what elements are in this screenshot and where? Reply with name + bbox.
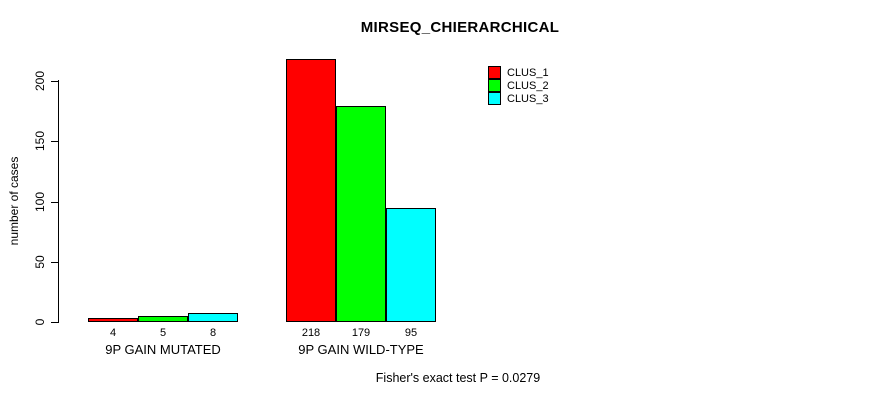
bar-value-label: 179 xyxy=(351,327,371,339)
bar-clus_3-group2 xyxy=(386,207,436,323)
bar-value-label: 4 xyxy=(109,327,117,339)
fisher-test-annotation: Fisher's exact test P = 0.0279 xyxy=(375,371,541,385)
legend: CLUS_1 CLUS_2 CLUS_3 xyxy=(488,66,549,105)
category-label: 9P GAIN MUTATED xyxy=(105,342,221,357)
y-tick-label: 200 xyxy=(33,70,47,91)
y-tick-label: 50 xyxy=(33,255,47,269)
y-tick-mark xyxy=(51,141,58,143)
legend-entry-clus_3: CLUS_3 xyxy=(488,92,549,105)
bar-value-label: 218 xyxy=(301,327,321,339)
y-tick-mark xyxy=(51,80,58,82)
bar-clus_2-group1 xyxy=(138,316,188,323)
legend-entry-clus_2: CLUS_2 xyxy=(488,79,549,92)
bar-value-label: 8 xyxy=(209,327,217,339)
bar-clus_1-group1 xyxy=(88,317,138,323)
y-tick-label: 0 xyxy=(33,319,47,326)
chart-title: MIRSEQ_CHIERARCHICAL xyxy=(360,19,560,36)
y-tick-mark xyxy=(51,322,58,324)
bar-value-label: 95 xyxy=(404,327,418,339)
bar-clus_1-group2 xyxy=(286,59,336,323)
legend-swatch-icon xyxy=(488,79,501,92)
legend-entry-clus_1: CLUS_1 xyxy=(488,66,549,79)
bar-clus_2-group2 xyxy=(336,106,386,323)
category-label: 9P GAIN WILD-TYPE xyxy=(298,342,424,357)
bar-value-label: 5 xyxy=(159,327,167,339)
y-axis-line xyxy=(58,80,59,323)
legend-label: CLUS_2 xyxy=(507,79,549,92)
legend-label: CLUS_3 xyxy=(507,92,549,105)
y-tick-label: 100 xyxy=(33,191,47,212)
y-tick-label: 150 xyxy=(33,131,47,152)
legend-label: CLUS_1 xyxy=(507,66,549,79)
y-tick-mark xyxy=(51,201,58,203)
y-axis-title: number of cases xyxy=(7,156,21,246)
y-tick-mark xyxy=(51,262,58,263)
legend-swatch-icon xyxy=(488,92,501,105)
bar-clus_3-group1 xyxy=(188,312,238,323)
legend-swatch-icon xyxy=(488,66,501,79)
